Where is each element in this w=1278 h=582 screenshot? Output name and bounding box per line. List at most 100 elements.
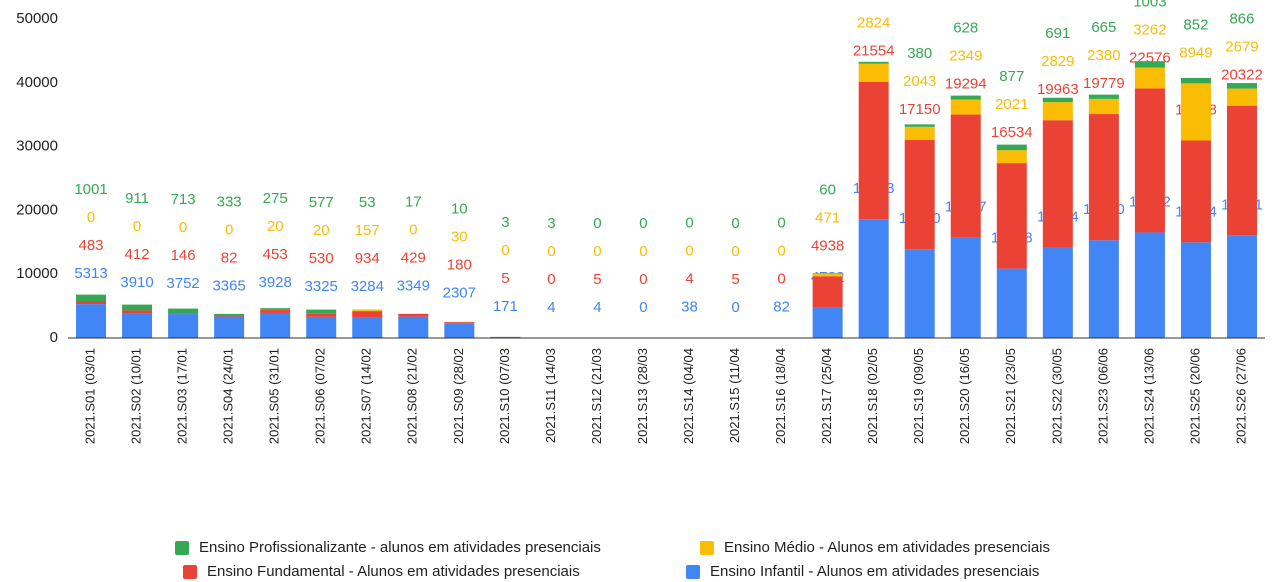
x-tick-label: 2021.S19 (09/05	[911, 348, 926, 444]
bar-segment	[444, 322, 475, 324]
bar-segment	[306, 316, 337, 338]
x-tick-label: 2021.S06 (07/02	[313, 348, 328, 444]
bar-segment	[858, 219, 889, 338]
bar-segment	[352, 317, 383, 338]
bar-segment	[1088, 240, 1119, 338]
bar-segment	[214, 313, 245, 317]
data-label: 8949	[1179, 44, 1212, 61]
x-tick-label: 2021.S13 (28/03	[635, 348, 650, 444]
bar-segment	[122, 304, 153, 311]
bar-segment	[1042, 102, 1073, 121]
data-label: 713	[171, 191, 196, 208]
data-label: 4938	[811, 237, 844, 254]
x-tick-label: 2021.S08 (21/02	[405, 348, 420, 444]
data-label: 20	[267, 218, 284, 235]
data-label: 3365	[212, 278, 245, 295]
data-label: 0	[593, 243, 601, 260]
data-label: 3910	[120, 274, 153, 291]
data-label: 2043	[903, 73, 936, 90]
data-label: 0	[639, 215, 647, 232]
x-tick-label: 2021.S14 (04/04	[681, 348, 696, 444]
bar-segment	[858, 81, 889, 220]
data-label: 2829	[1041, 53, 1074, 70]
x-tick-label: 2021.S24 (13/06	[1141, 348, 1156, 444]
data-label: 412	[125, 246, 150, 263]
x-tick-label: 2021.S16 (18/04	[773, 348, 788, 444]
x-tick-label: 2021.S20 (16/05	[957, 348, 972, 444]
data-label: 146	[171, 247, 196, 264]
bar-segment	[168, 314, 199, 338]
data-label: 380	[907, 45, 932, 62]
bar-segment	[76, 301, 107, 305]
data-label: 19963	[1037, 81, 1079, 98]
data-label: 0	[639, 243, 647, 260]
data-label: 300	[861, 0, 886, 4]
data-label: 4	[685, 271, 693, 288]
data-label: 4	[547, 299, 555, 316]
data-label: 82	[773, 298, 790, 315]
x-tick-label: 2021.S02 (10/01	[128, 348, 143, 444]
x-tick-label: 2021.S04 (24/01	[221, 348, 236, 444]
data-label: 38	[681, 299, 698, 316]
data-label: 0	[777, 270, 785, 287]
legend-label: Ensino Médio - Alunos em atividades pres…	[724, 539, 1050, 556]
data-label: 30	[451, 228, 468, 245]
data-label: 934	[355, 250, 380, 267]
bar-segment	[904, 139, 935, 250]
bar-segment	[398, 316, 429, 338]
x-tick-label: 2021.S03 (17/01	[175, 348, 190, 444]
bar-segment	[76, 304, 107, 338]
data-label: 2021	[995, 96, 1028, 113]
bar-segment	[444, 323, 475, 338]
data-label: 5	[501, 270, 509, 287]
data-label: 3349	[397, 278, 430, 295]
data-label: 10	[451, 200, 468, 217]
data-label: 877	[999, 68, 1024, 85]
x-tick-label: 2021.S12 (21/03	[589, 348, 604, 444]
bar-segment	[996, 268, 1027, 338]
data-label: 0	[133, 218, 141, 235]
data-label: 0	[501, 242, 509, 259]
data-label: 2824	[857, 15, 890, 32]
bar-segment	[950, 237, 981, 338]
data-label: 3	[547, 215, 555, 232]
data-label: 2380	[1087, 47, 1120, 64]
x-tick-label: 2021.S21 (23/05	[1003, 348, 1018, 444]
bar-segment	[1088, 98, 1119, 115]
data-label: 0	[409, 222, 417, 239]
bar-segment	[1088, 114, 1119, 241]
data-label: 5	[593, 271, 601, 288]
data-label: 1003	[1133, 0, 1166, 10]
data-label: 429	[401, 250, 426, 267]
legend-swatch	[686, 565, 700, 579]
bar-segment	[1180, 83, 1211, 141]
bar-segment	[812, 276, 843, 308]
data-label: 3	[501, 214, 509, 231]
data-label: 665	[1091, 19, 1116, 36]
x-tick-label: 2021.S01 (03/01	[82, 348, 97, 444]
data-label: 0	[639, 299, 647, 316]
bar-segment	[122, 313, 153, 338]
bar-segment	[996, 150, 1027, 164]
bar-segment	[950, 114, 981, 238]
x-tick-label: 2021.S18 (02/05	[865, 348, 880, 444]
y-tick-label: 30000	[16, 138, 58, 155]
bar-segment	[168, 308, 199, 314]
data-label: 17150	[899, 101, 941, 118]
bar-segment	[812, 273, 843, 277]
data-label: 483	[79, 237, 104, 254]
bar-segment	[1226, 105, 1257, 236]
bar-segment	[260, 310, 291, 313]
bar-segment	[260, 312, 291, 338]
x-tick-label: 2021.S11 (14/03	[543, 348, 558, 443]
bar-segment	[398, 313, 429, 317]
bar-segment	[996, 144, 1027, 151]
bar-segment	[904, 126, 935, 140]
y-tick-label: 10000	[16, 265, 58, 282]
data-label: 157	[355, 222, 380, 239]
bar-segment	[306, 309, 337, 314]
x-tick-label: 2021.S07 (14/02	[359, 348, 374, 444]
bar-segment	[1226, 83, 1257, 89]
bar-segment	[214, 316, 245, 338]
